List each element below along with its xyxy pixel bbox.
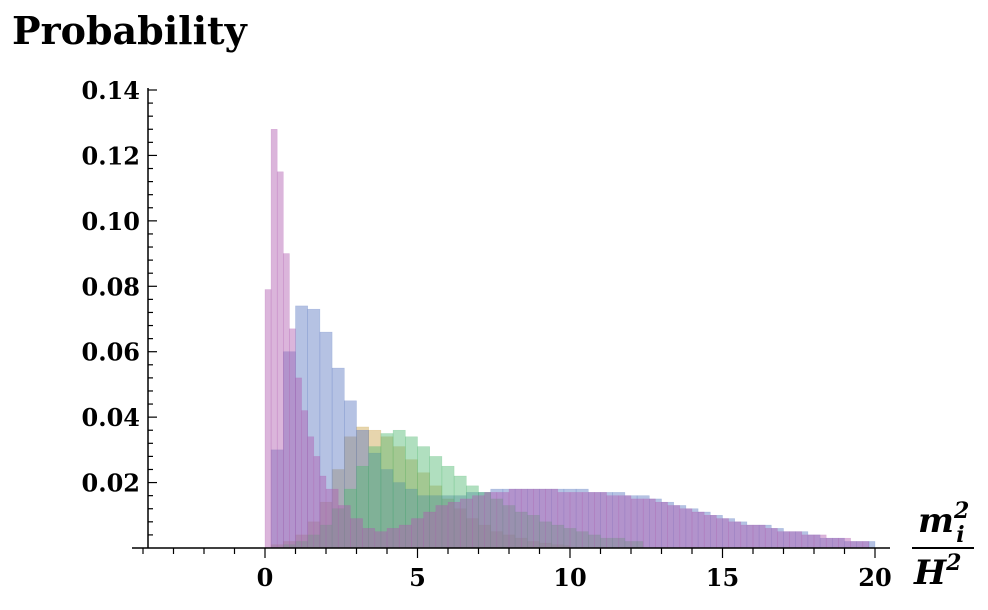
y-tick-label: 0.06 (82, 338, 140, 367)
bar (740, 524, 754, 549)
bar (283, 253, 290, 549)
x-tick-label: 0 (257, 563, 274, 592)
bar (276, 171, 284, 549)
bar (569, 492, 583, 549)
bars-layer (264, 129, 876, 549)
bar (319, 475, 327, 549)
bar (337, 505, 351, 549)
y-tick-label: 0.02 (82, 469, 140, 498)
bar (350, 518, 363, 549)
bar (703, 515, 717, 549)
bar (752, 524, 766, 549)
bar (581, 492, 595, 549)
bar (618, 495, 632, 549)
bar (557, 492, 571, 549)
bar (728, 521, 742, 549)
bar (313, 456, 321, 549)
y-tick-label: 0.10 (82, 207, 140, 236)
series-4 (264, 129, 870, 549)
chart-title: Probability (12, 8, 248, 53)
bar (472, 495, 485, 549)
x-tick-label: 10 (553, 563, 586, 592)
bar (496, 492, 510, 549)
bar (691, 511, 705, 549)
x-label-denominator: H2 (913, 550, 961, 593)
bar (508, 488, 522, 549)
series-3 (283, 429, 644, 549)
bar (386, 528, 400, 549)
bar (447, 501, 461, 549)
y-tick-label: 0.14 (82, 76, 140, 105)
bar (520, 488, 534, 549)
bar (642, 498, 656, 549)
y-tick-label: 0.08 (82, 272, 140, 301)
bar (423, 511, 437, 549)
bar (813, 534, 827, 549)
bar (374, 531, 388, 549)
bar (789, 531, 803, 549)
bar (264, 289, 272, 549)
bar (862, 541, 870, 549)
bar (362, 528, 376, 549)
bar (295, 377, 302, 549)
y-tick-label: 0.04 (82, 403, 140, 432)
bar (679, 508, 693, 549)
bar (606, 495, 620, 549)
series-1 (270, 426, 571, 549)
bar (289, 328, 296, 549)
bar (533, 488, 546, 549)
bar (801, 534, 815, 549)
bar (459, 498, 473, 549)
axes-layer: 0 5 10 15 20 0.02 0.04 0.06 0.08 0.10 0.12 0.14 (82, 76, 892, 592)
bar (435, 505, 449, 549)
bar (270, 129, 278, 549)
bar (411, 518, 424, 549)
bar (716, 518, 729, 549)
bar (850, 541, 864, 549)
bar (325, 488, 339, 549)
bar (764, 528, 778, 549)
bar (545, 488, 559, 549)
bar (825, 537, 839, 549)
series-2 (270, 305, 876, 549)
bar (398, 524, 412, 549)
x-tick-label: 20 (858, 563, 891, 592)
bar (307, 436, 315, 549)
bar (777, 531, 790, 549)
bar (594, 492, 607, 549)
bar (838, 537, 851, 549)
y-tick-label: 0.12 (82, 141, 140, 170)
bar (655, 501, 668, 549)
bar (667, 505, 681, 549)
x-axis-label: m2 iH2 (912, 498, 974, 593)
x-label-numerator: m2 i (918, 498, 969, 548)
bar (630, 498, 644, 549)
x-tick-label: 15 (706, 563, 739, 592)
x-tick-label: 5 (409, 563, 426, 592)
bar (868, 541, 876, 549)
bar (484, 492, 498, 549)
bar (301, 410, 308, 549)
